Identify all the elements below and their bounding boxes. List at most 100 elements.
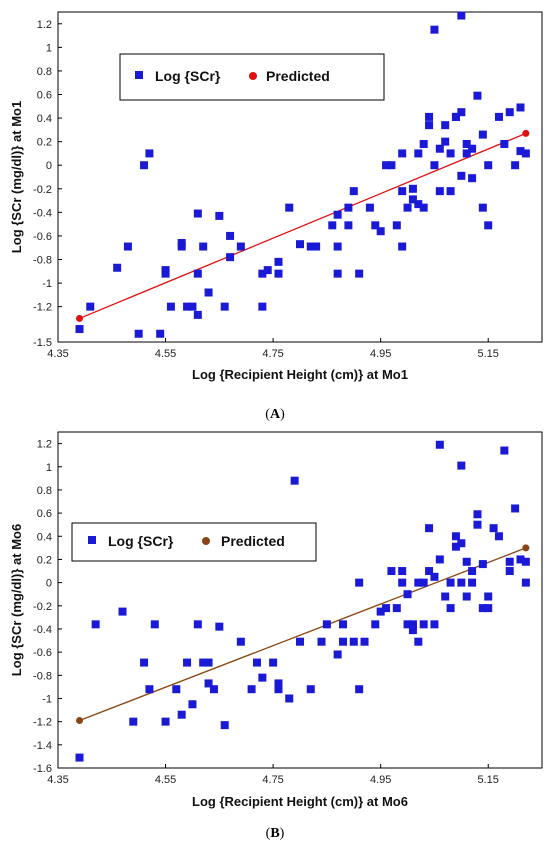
data-point — [252, 658, 261, 667]
data-point — [446, 149, 455, 158]
data-point — [441, 121, 450, 130]
data-point — [339, 637, 348, 646]
data-point — [306, 242, 315, 251]
data-point — [478, 130, 487, 139]
data-point — [204, 679, 213, 688]
data-point — [382, 604, 391, 613]
data-point — [258, 302, 267, 311]
data-point — [317, 637, 326, 646]
data-point — [489, 524, 498, 533]
predicted-series-a — [76, 129, 530, 322]
plot-area-a — [57, 11, 543, 343]
x-tick-label: 4.75 — [262, 774, 283, 786]
data-point — [511, 161, 520, 170]
y-tick-label: 0.2 — [37, 554, 52, 566]
legend-label-predicted-b: Predicted — [221, 533, 285, 549]
x-tick-label: 4.55 — [155, 774, 176, 786]
x-tick-label: 4.55 — [155, 348, 176, 360]
data-point — [161, 266, 170, 275]
data-point — [339, 620, 348, 629]
data-point — [441, 137, 450, 146]
data-point — [328, 221, 337, 230]
data-point — [505, 108, 514, 117]
data-point — [457, 171, 466, 180]
y-tick-label: 0 — [46, 578, 52, 590]
legend-label-predicted-a: Predicted — [266, 68, 330, 84]
data-point — [193, 620, 202, 629]
data-point — [468, 578, 477, 587]
data-point — [484, 592, 493, 601]
data-point — [123, 242, 132, 251]
data-point — [484, 604, 493, 613]
y-axis-title-b: Log {SCr (mg/dl)} at Mo6 — [9, 524, 24, 676]
legend-marker-predicted-b — [202, 537, 210, 545]
legend-marker-observed-b — [88, 536, 96, 544]
data-point — [398, 578, 407, 587]
x-axis-ticks-a: 4.35 4.55 4.75 4.95 5.15 — [47, 338, 499, 360]
data-point — [425, 567, 434, 576]
data-point — [457, 11, 466, 20]
data-point — [392, 221, 401, 230]
data-point — [172, 685, 181, 694]
data-point — [494, 112, 503, 121]
data-point — [430, 620, 439, 629]
data-point — [451, 532, 460, 541]
data-point — [473, 510, 482, 519]
data-point — [521, 149, 530, 158]
data-point — [414, 200, 423, 209]
data-point — [333, 210, 342, 219]
y-tick-label: -1.2 — [33, 302, 52, 314]
panel-label-b: (B) — [266, 826, 285, 841]
y-tick-label: -1.5 — [33, 337, 52, 349]
y-tick-label: -1.4 — [33, 740, 52, 752]
data-point — [145, 149, 154, 158]
data-point — [209, 685, 218, 694]
data-point — [349, 187, 358, 196]
data-point — [484, 161, 493, 170]
x-axis-title-a: Log {Recipient Height (cm)} at Mo1 — [192, 367, 408, 382]
data-point — [462, 140, 471, 148]
data-point — [355, 578, 364, 587]
data-point — [177, 710, 186, 719]
data-point — [462, 592, 471, 601]
data-point — [204, 658, 213, 667]
data-point — [414, 637, 423, 646]
data-point — [145, 685, 154, 694]
data-point — [403, 203, 412, 212]
data-point — [511, 504, 520, 513]
data-point — [376, 607, 385, 616]
data-point — [516, 555, 525, 564]
data-point — [75, 753, 84, 762]
data-point — [322, 620, 331, 629]
y-tick-label: 1 — [46, 42, 52, 54]
data-point — [285, 694, 294, 703]
data-point — [177, 242, 186, 251]
y-tick-label: 0.8 — [37, 66, 52, 78]
data-point — [419, 578, 428, 587]
data-point — [183, 302, 192, 311]
data-point — [312, 242, 321, 251]
data-point — [446, 578, 455, 587]
data-point — [134, 329, 143, 338]
data-point — [425, 121, 434, 130]
data-point — [441, 592, 450, 601]
data-point — [500, 446, 509, 455]
predicted-line — [79, 547, 527, 722]
data-point — [344, 221, 353, 230]
data-point — [408, 620, 417, 629]
data-point — [473, 520, 482, 529]
data-point — [269, 658, 278, 667]
y-tick-label: -0.8 — [33, 670, 52, 682]
data-point — [451, 542, 460, 551]
legend-label-observed-a: Log {SCr} — [155, 68, 221, 84]
x-tick-label: 4.35 — [47, 774, 68, 786]
predicted-point — [522, 544, 530, 552]
data-point — [290, 476, 299, 485]
data-point — [188, 302, 197, 311]
y-tick-label: 0.4 — [37, 531, 52, 543]
y-tick-label: -0.2 — [33, 601, 52, 613]
data-point — [247, 685, 256, 694]
data-point — [274, 685, 283, 694]
y-tick-label: 1.2 — [37, 439, 52, 451]
data-point — [360, 637, 369, 646]
